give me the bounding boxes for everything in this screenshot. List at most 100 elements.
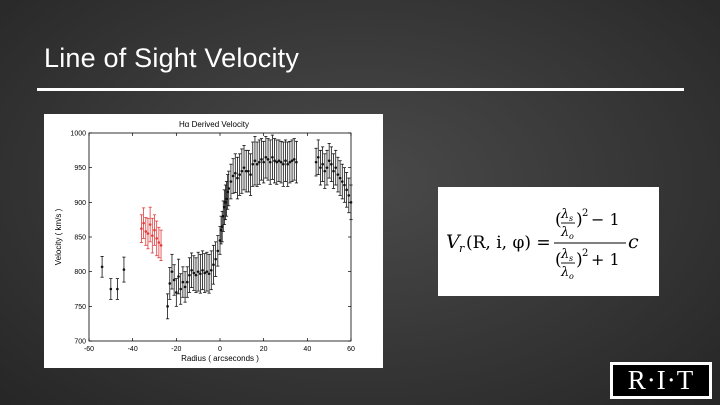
denominator-paren-close: ) — [576, 250, 583, 270]
data-point — [144, 230, 148, 233]
data-point — [279, 160, 283, 164]
data-point — [199, 272, 202, 276]
chart-title: Hα Derived Velocity — [179, 120, 249, 129]
data-point — [349, 201, 353, 204]
denominator-lo: λ — [560, 265, 569, 280]
data-point — [116, 287, 119, 291]
data-point — [343, 183, 346, 187]
data-point — [262, 160, 265, 164]
series-0 — [100, 134, 353, 320]
data-point — [347, 194, 351, 197]
data-point — [175, 291, 178, 294]
data-point — [327, 159, 331, 163]
denominator-power: 2 — [582, 248, 588, 259]
data-point — [142, 221, 145, 225]
data-point — [218, 239, 222, 242]
data-point — [323, 169, 327, 173]
data-point — [140, 227, 143, 230]
title-divider — [37, 88, 684, 91]
data-point — [148, 223, 152, 226]
y-tick-label: 750 — [74, 304, 86, 311]
data-point — [205, 270, 209, 273]
data-point — [286, 162, 289, 166]
data-point — [194, 273, 198, 277]
formula-lhs: V — [446, 231, 462, 253]
denominator-ls: λ — [560, 247, 569, 262]
velocity-formula: V r (R, i, φ) = ( λ s λ o ) 2 − 1 ( λ s … — [438, 187, 659, 296]
y-tick-label: 900 — [74, 200, 86, 207]
x-tick-label: 20 — [260, 346, 268, 353]
numerator-paren-close: ) — [576, 210, 583, 230]
data-point — [321, 162, 324, 166]
data-point — [190, 268, 193, 272]
data-point — [292, 158, 296, 161]
data-point — [157, 241, 161, 244]
rit-logo: R·I·T — [610, 362, 712, 399]
data-point — [192, 271, 196, 275]
velocity-chart: Hα Derived Velocity -60 -40 -20 0 20 40 60 700 7… — [54, 120, 355, 363]
numerator-ls-sub: s — [569, 214, 573, 223]
data-point — [251, 162, 255, 166]
numerator-ls: λ — [560, 207, 569, 222]
data-point — [146, 232, 150, 235]
data-point — [336, 173, 340, 176]
data-point — [226, 190, 229, 194]
x-axis-label: Radius ( arcseconds ) — [181, 354, 259, 363]
data-point — [340, 180, 344, 183]
data-point — [345, 188, 348, 192]
data-point — [224, 201, 227, 204]
formula-lhs-args: (R, i, φ) = — [466, 233, 551, 253]
data-point — [188, 273, 191, 277]
slide-title: Line of Sight Velocity — [44, 43, 300, 73]
denominator-ls-sub: s — [569, 254, 573, 263]
rit-logo-text: R·I·T — [613, 365, 709, 396]
axis-ticks: -60 -40 -20 0 20 40 60 700 750 800 850 900 950 1000 — [70, 131, 355, 354]
data-point — [258, 160, 261, 164]
data-point — [170, 270, 174, 273]
data-point — [181, 280, 185, 284]
data-point — [179, 287, 182, 291]
numerator-paren-open: ( — [555, 210, 562, 230]
data-point — [216, 249, 220, 253]
data-point — [284, 159, 287, 163]
velocity-chart-panel: Hα Derived Velocity -60 -40 -20 0 20 40 60 700 7… — [44, 114, 383, 368]
y-tick-label: 1000 — [70, 131, 86, 138]
data-point — [255, 162, 259, 166]
data-point — [290, 159, 294, 163]
data-point — [273, 159, 276, 163]
data-point — [219, 228, 223, 232]
y-tick-label: 850 — [74, 235, 86, 242]
y-tick-label: 800 — [74, 269, 86, 276]
data-point — [155, 237, 158, 240]
x-tick-label: -40 — [128, 346, 138, 353]
data-point — [185, 280, 189, 284]
data-point — [332, 169, 335, 173]
x-tick-label: 60 — [347, 346, 355, 353]
data-point — [233, 171, 237, 175]
series-1 — [139, 206, 163, 261]
data-marks — [100, 134, 353, 320]
y-axis-label: Velocity ( km/s ) — [54, 208, 63, 265]
data-point — [260, 158, 263, 161]
data-point — [151, 234, 154, 237]
numerator-power: 2 — [582, 208, 588, 219]
data-point — [166, 305, 169, 308]
data-point — [282, 162, 285, 166]
data-point — [242, 166, 246, 169]
data-point — [221, 214, 225, 218]
formula-lhs-sub: r — [459, 242, 465, 255]
numerator-lo-sub: o — [569, 232, 574, 241]
x-tick-label: -20 — [171, 346, 181, 353]
data-point — [225, 197, 228, 201]
data-point — [231, 174, 235, 178]
data-point — [247, 169, 250, 173]
numerator-lo: λ — [560, 225, 569, 240]
numerator-minus-one: − 1 — [591, 210, 620, 229]
data-point — [330, 162, 333, 166]
data-point — [338, 176, 342, 180]
y-tick-label: 700 — [74, 339, 86, 346]
denominator-lo-sub: o — [569, 272, 574, 281]
data-point — [236, 176, 239, 180]
data-point — [244, 169, 248, 173]
data-point — [223, 205, 226, 209]
